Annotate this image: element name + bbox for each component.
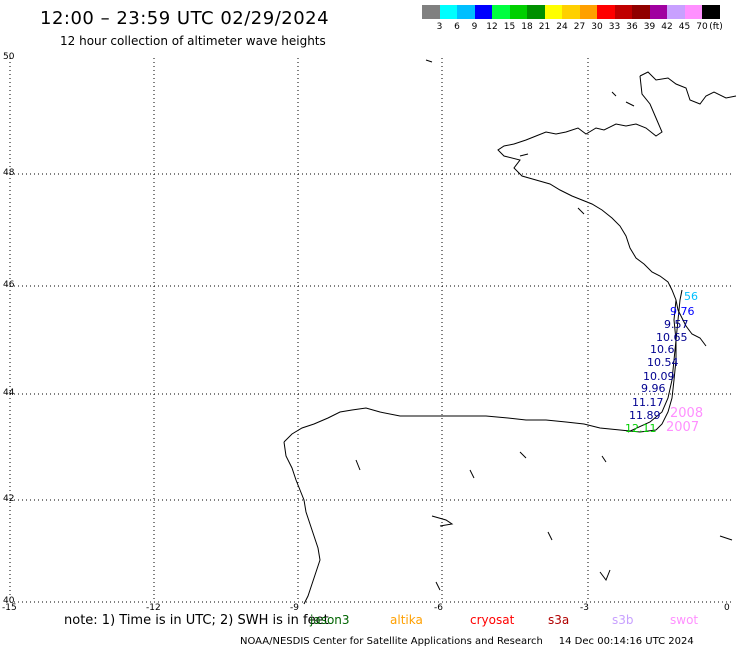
legend-swatch (527, 5, 545, 19)
legend-swatch (422, 5, 440, 19)
longitude-tick-label: -12 (146, 603, 161, 613)
wave-height-value: 9.76 (670, 305, 695, 318)
legend-swatch (684, 5, 702, 19)
inland-6 (719, 535, 733, 541)
wave-height-value: 11.89 (629, 409, 661, 422)
legend-swatch (614, 5, 632, 19)
satellite-legend-item: jason3 (310, 613, 350, 627)
legend-label: 30 (591, 22, 603, 32)
map-subtitle: 12 hour collection of altimeter wave hei… (60, 34, 326, 48)
legend-swatch (562, 5, 580, 19)
coastline-aquitaine (655, 299, 677, 431)
latitude-tick-label: 50 (3, 52, 15, 62)
island-3 (625, 101, 635, 107)
coastline-portugal-west (283, 441, 321, 605)
coastline-spain-north (283, 407, 657, 443)
legend-swatch (474, 5, 492, 19)
wave-height-value: 9.57 (664, 318, 689, 331)
inland-5 (599, 569, 611, 582)
satellite-legend-item: s3a (548, 613, 570, 627)
longitude-tick-label: -15 (2, 603, 17, 613)
wave-height-value: 12.11 (625, 422, 657, 435)
island-2 (611, 91, 617, 97)
legend-swatch (579, 5, 597, 19)
wave-height-value: 11.17 (632, 396, 664, 409)
island-4 (577, 207, 585, 215)
latitude-tick-label: 44 (3, 388, 15, 398)
inland-1 (355, 459, 361, 471)
longitude-tick-label: -3 (580, 603, 589, 613)
inland-3 (469, 469, 475, 479)
satellite-legend-item: s3b (612, 613, 634, 627)
inland-2 (431, 515, 454, 527)
color-legend-bar (422, 5, 720, 19)
legend-label: 39 (643, 22, 656, 32)
legend-label: 33 (608, 22, 621, 32)
legend-swatch (632, 5, 650, 19)
coastline-france-north (639, 71, 737, 105)
wave-height-value: 10.6 (650, 343, 675, 356)
inland-9 (601, 455, 607, 463)
legend-swatch (597, 5, 615, 19)
legend-label: 15 (503, 22, 516, 32)
coastline (283, 59, 737, 605)
inland-8 (519, 451, 527, 459)
legend-label: 21 (538, 22, 551, 32)
legend-swatch (667, 5, 685, 19)
graticule (9, 58, 732, 603)
legend-label: 27 (573, 22, 586, 32)
map-frame (9, 58, 732, 603)
legend-unit: (ft) (709, 22, 723, 32)
satellite-track (627, 289, 683, 433)
legend-label: 45 (678, 22, 691, 32)
satellite-legend-item: altika (390, 613, 423, 627)
legend-label: 3 (436, 22, 443, 32)
pass-time-label: 2007 (666, 420, 700, 435)
legend-label: 9 (471, 22, 478, 32)
legend-label: 36 (626, 22, 638, 32)
legend-swatch (702, 5, 720, 19)
satellite-legend-item: swot (670, 613, 699, 627)
coastline-normandy (497, 75, 707, 347)
footer-agency: NOAA/NESDIS Center for Satellite Applica… (240, 636, 543, 647)
latitude-tick-label: 48 (3, 168, 15, 178)
legend-label: 42 (661, 22, 673, 32)
wave-height-value: 9.96 (641, 382, 666, 395)
legend-label: 6 (454, 22, 460, 32)
wave-height-value: 10.65 (656, 331, 688, 344)
legend-label: 70 (696, 22, 708, 32)
footer-credit: NOAA/NESDIS Center for Satellite Applica… (240, 636, 694, 647)
legend-label: 24 (556, 22, 568, 32)
satellite-legend-item: cryosat (470, 613, 515, 627)
latitude-tick-label: 40 (3, 596, 15, 606)
legend-swatch (544, 5, 562, 19)
map-title: 12:00 – 23:59 UTC 02/29/2024 (40, 8, 330, 29)
latitude-tick-label: 42 (3, 494, 15, 504)
inland-4 (547, 531, 553, 541)
inland-7 (435, 581, 441, 591)
wave-height-value: 10.09 (643, 370, 675, 383)
note-text: note: 1) Time is in UTC; 2) SWH is in fe… (64, 613, 329, 628)
legend-label: 12 (486, 22, 498, 32)
legend-swatch (457, 5, 475, 19)
latitude-tick-label: 46 (3, 280, 15, 290)
island-1 (425, 59, 433, 63)
footer-timestamp: 14 Dec 00:14:16 UTC 2024 (558, 636, 694, 647)
legend-swatch (649, 5, 667, 19)
legend-swatch (439, 5, 457, 19)
longitude-tick-label: 0 (724, 603, 730, 613)
wave-height-value: 10.54 (647, 356, 679, 369)
river-1 (519, 153, 529, 157)
longitude-tick-label: -9 (290, 603, 299, 613)
longitude-tick-label: -6 (434, 603, 443, 613)
legend-swatch (509, 5, 527, 19)
legend-label: 18 (521, 22, 533, 32)
legend-swatch (492, 5, 510, 19)
pass-time-label: 2008 (670, 406, 704, 421)
wave-height-value: 56 (684, 290, 698, 303)
